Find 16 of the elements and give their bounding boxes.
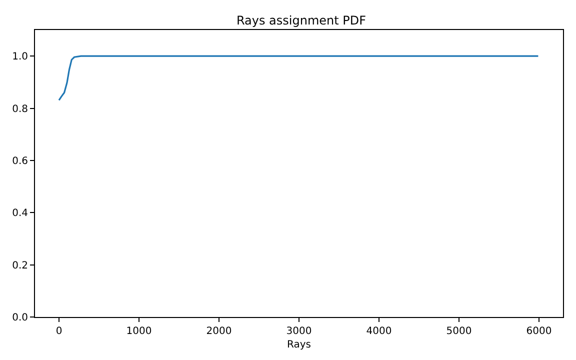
y-tick-label: 0.4: [12, 208, 28, 220]
x-axis-title: Rays: [287, 340, 311, 350]
y-tick-label: 0.8: [12, 104, 28, 115]
x-tick-label: 5000: [446, 326, 472, 337]
x-tick-label: 1000: [126, 326, 152, 337]
x-tick-label: 6000: [526, 326, 552, 337]
y-tick-label: 1.0: [12, 52, 28, 63]
x-tick-label: 2000: [206, 326, 232, 337]
line-series: [58, 55, 539, 101]
x-tick-label: 3000: [286, 326, 312, 337]
y-tick-label: 0.0: [12, 312, 28, 324]
x-tick-label: 0: [56, 326, 62, 337]
y-tick-label: 0.2: [12, 260, 28, 272]
chart-title: Rays assignment PDF: [236, 14, 366, 28]
y-tick-label: 0.6: [12, 156, 28, 167]
x-tick-label: 4000: [366, 326, 392, 337]
